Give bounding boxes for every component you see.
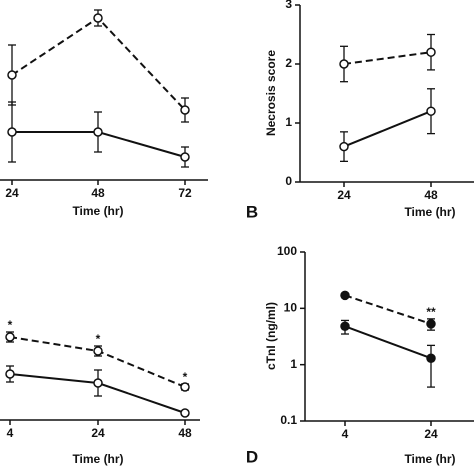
marker [340, 321, 350, 332]
marker [340, 290, 350, 301]
marker [5, 332, 15, 342]
marker [93, 13, 103, 23]
marker [7, 127, 17, 137]
y-tick-label: 0 [285, 174, 292, 188]
y-tick-label: 0.1 [280, 413, 297, 427]
series-line [343, 110, 432, 148]
marker [180, 382, 190, 392]
y-tick-label: 3 [285, 0, 292, 11]
series-line [344, 325, 432, 360]
x-tick-label: 72 [178, 186, 192, 200]
marker [426, 319, 436, 329]
marker [426, 106, 436, 116]
panel-label: B [246, 202, 258, 221]
x-tick-label: 24 [337, 188, 351, 202]
x-tick-label: 48 [424, 188, 438, 202]
x-tick-label: 4 [342, 427, 349, 441]
annotation: * [96, 332, 101, 346]
marker [339, 59, 349, 69]
marker [426, 353, 436, 363]
marker [180, 408, 190, 418]
x-tick-label: 24 [91, 426, 105, 440]
series-line [344, 294, 432, 325]
x-tick-label: 48 [178, 426, 192, 440]
x-axis-label: Time (hr) [404, 205, 455, 219]
y-axis-label: Necrosis score [264, 50, 278, 136]
y-tick-label: 1 [285, 115, 292, 129]
marker [5, 369, 15, 379]
marker [7, 70, 17, 80]
x-tick-label: 48 [91, 186, 105, 200]
series-line [343, 51, 432, 65]
y-tick-label: 100 [277, 244, 297, 258]
annotation: ** [426, 305, 436, 319]
x-axis-label: Time (hr) [404, 452, 455, 466]
y-tick-label: 1 [290, 357, 297, 371]
x-tick-label: 24 [5, 186, 19, 200]
series-line [11, 16, 186, 111]
x-axis-label: Time (hr) [72, 204, 123, 218]
annotation: * [8, 318, 13, 332]
x-tick-label: 24 [424, 427, 438, 441]
marker [93, 127, 103, 137]
marker [93, 378, 103, 388]
y-axis-label: cTnI (ng/ml) [264, 302, 278, 370]
marker [93, 346, 103, 356]
x-tick-label: 4 [7, 426, 14, 440]
marker [426, 47, 436, 57]
y-tick-label: 10 [284, 301, 298, 315]
marker [339, 141, 349, 152]
y-tick-label: 2 [285, 56, 292, 70]
marker [180, 152, 190, 162]
panel-label: D [246, 447, 258, 466]
x-axis-label: Time (hr) [72, 452, 123, 466]
marker [180, 105, 190, 115]
annotation: * [183, 370, 188, 384]
